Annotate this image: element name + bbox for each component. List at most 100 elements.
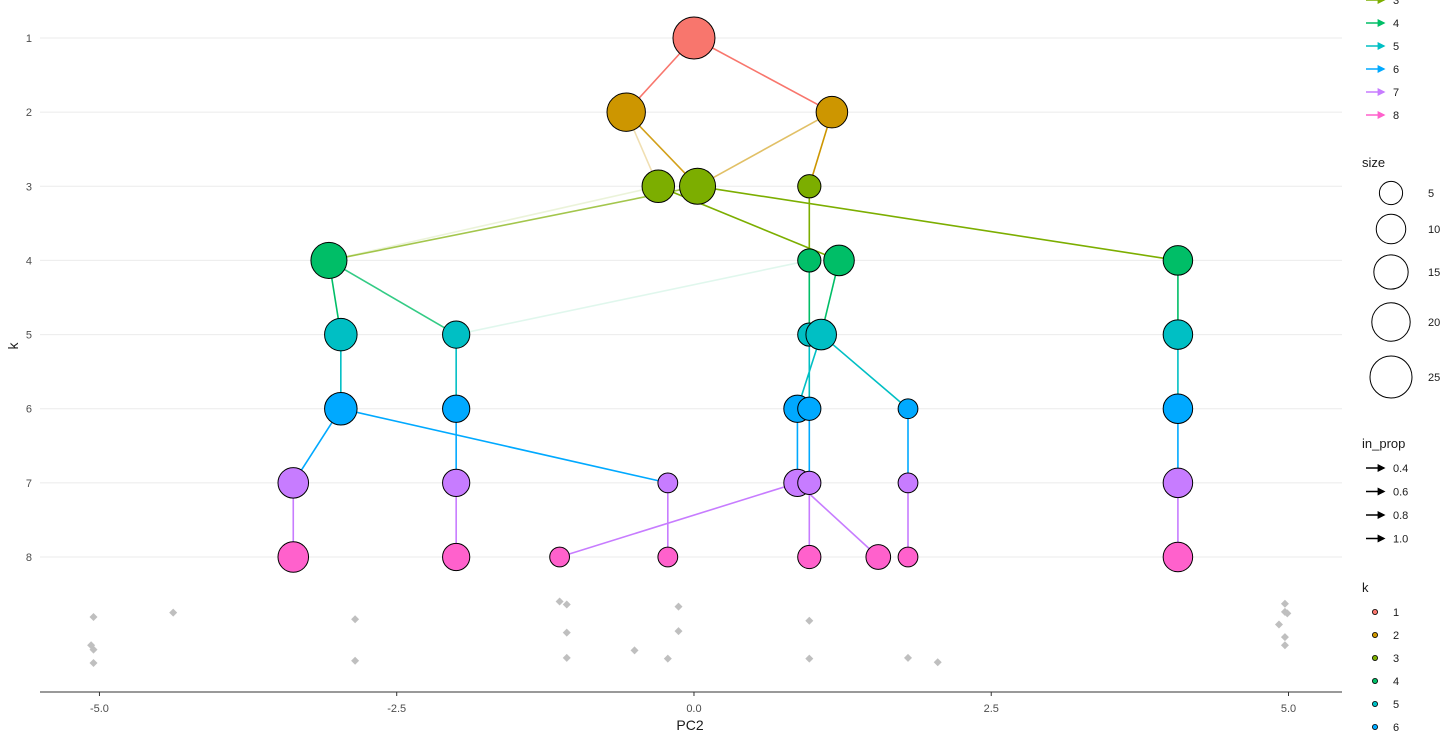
sample-point [1280,599,1289,608]
sample-point [89,613,98,622]
legend-label: 25 [1428,372,1440,384]
legend-label: 0.6 [1393,487,1408,499]
node-6_4 [797,396,822,421]
node-8_4 [657,546,679,568]
x-tick-label: 5.0 [1281,703,1296,715]
sample-point [169,608,178,617]
sample-point [89,645,98,654]
node-8_8 [1162,541,1194,573]
node-8_7 [897,546,919,568]
edge-5_4-6_5 [820,333,910,410]
node-5_5 [1162,319,1194,350]
legend-k-point [1372,724,1379,731]
legend-size-circle [1373,254,1409,290]
legend-label: 15 [1428,267,1440,279]
legend-size-circle [1378,180,1404,206]
node-3_2 [679,167,717,205]
node-6_5 [897,398,919,420]
sample-point [1280,633,1289,642]
y-tick-label: 5 [26,330,32,342]
node-2_2 [815,95,849,129]
legend-label: 4 [1393,676,1399,688]
y-tick-label: 6 [26,404,32,416]
legend-label: 5 [1428,188,1434,200]
node-1_1 [672,16,716,60]
axes: PC2 k -5.0 -2.5 0.0 2.5 5.0 [5,342,1342,733]
legend-k-point [1372,609,1379,616]
sample-point [562,653,571,662]
node-8_5 [797,544,822,570]
sample-point [674,602,683,611]
node-8_3 [549,546,570,568]
node-7_1 [277,467,310,499]
sample-point [1280,641,1289,650]
legend-label: 6 [1393,722,1399,734]
edge-7_4-8_6 [796,482,880,559]
sample-point [89,659,98,668]
sample-points [87,597,1292,668]
legend-label: 6 [1393,64,1399,76]
edge-3_1-4_1 [327,185,659,263]
legend-label: 10 [1428,224,1440,236]
edge-6_1-7_3 [340,407,670,486]
sample-point [562,600,571,609]
legend-title-in-prop: in_prop [1362,436,1405,451]
sample-point [805,616,814,625]
edge-7_4-8_3 [558,482,798,559]
node-5_4 [805,318,837,351]
edge-3_2-4_4 [697,185,1180,264]
x-tick-label: -2.5 [387,703,406,715]
x-axis-title: PC2 [676,717,703,733]
x-tick-label: -5.0 [90,703,109,715]
node-6_2 [442,394,471,423]
sample-point [562,628,571,637]
edge-4_2-5_2 [454,259,810,338]
edge-4_1-5_2 [328,259,458,336]
grid-lines: 1 2 3 4 5 6 7 8 [26,33,1342,564]
legend-title-size: size [1362,155,1385,170]
node-4_2 [797,248,822,273]
legend-k-point [1372,655,1379,662]
legend-label: 2 [1393,630,1399,642]
legend-size-circle [1371,302,1411,342]
legend-label: 5 [1393,41,1399,53]
y-axis-title: k [5,342,21,350]
node-5_2 [442,320,471,349]
legend-label: 1 [1393,607,1399,619]
legend-title-k: k [1362,580,1369,595]
legend-label: 0.8 [1393,510,1408,522]
sample-point [630,646,639,655]
y-tick-label: 2 [26,107,32,119]
sample-point [663,654,672,663]
nodes [277,16,1194,573]
legend-label: 1.0 [1393,534,1408,546]
legend-label: 3 [1393,653,1399,665]
sample-point [555,597,564,606]
legend-label: 3 [1393,0,1399,7]
x-tick-label: 2.5 [984,703,999,715]
x-tick-label: 0.0 [686,703,701,715]
legend-k-point [1372,632,1379,639]
node-5_1 [324,317,358,352]
node-6_1 [324,391,358,426]
y-tick-label: 4 [26,255,32,267]
edges [289,37,1182,559]
legend-label: 7 [1393,87,1399,99]
node-7_5 [797,470,822,495]
node-7_3 [657,472,679,494]
node-3_3 [797,174,822,199]
sample-point [933,658,942,667]
node-2_1 [606,92,646,132]
sample-point [674,627,683,636]
legend-label: 5 [1393,699,1399,711]
sample-point [351,615,360,624]
node-6_6 [1162,393,1194,424]
y-tick-label: 7 [26,478,32,490]
legend-label: 20 [1428,317,1440,329]
y-tick-label: 1 [26,33,32,45]
node-7_7 [1162,467,1194,499]
sample-point [351,656,360,665]
sample-point [904,653,912,662]
legend-k-point [1372,678,1379,685]
